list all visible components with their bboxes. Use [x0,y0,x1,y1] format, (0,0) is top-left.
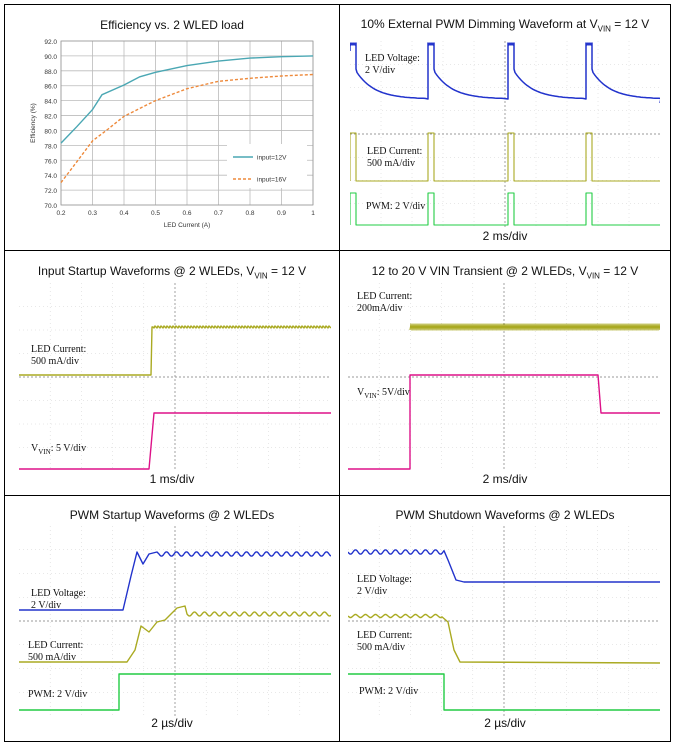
series-line-input-16v [60,73,314,184]
pwm-label: PWM: 2 V/div [359,686,419,697]
led-voltage-label: LED Voltage: 2 V/div [365,53,420,77]
panel-pwm-dimming: 10% External PWM Dimming Waveform at VVI… [339,4,671,251]
pwm-dimming-title: 10% External PWM Dimming Waveform at VVI… [360,17,650,34]
led-current-trace [19,605,331,663]
y-tick-label: 82.0 [44,114,57,121]
vin-transient-scope [348,283,660,471]
vin-transient-title: 12 to 20 V VIN Transient @ 2 WLEDs, VVIN… [371,264,639,281]
input-startup-title: Input Startup Waveforms @ 2 WLEDs, VVIN … [37,264,307,281]
scope-grid [348,283,660,471]
x-tick-label: 0.7 [214,210,223,217]
led-current-label: LED Current: 200mA/div [357,291,412,315]
panel-pwm-startup: PWM Startup Waveforms @ 2 WLEDs LED Volt… [4,495,340,742]
x-tick-label: 0.8 [245,210,254,217]
pwm-trace [19,673,331,711]
led-current-label: LED Current: 500 mA/div [357,630,412,654]
vin-trace [19,412,331,470]
scope-grid [348,526,660,716]
vin-transient-xlabel: 2 ms/div [482,472,528,486]
y-tick-label: 84.0 [44,99,57,106]
pwm-trace [350,192,660,226]
led-voltage-label-text: LED Voltage: 2 V/div [357,574,412,597]
series-line-input-12v [60,55,314,144]
y-tick-label: 76.0 [44,158,57,165]
y-tick-label: 90.0 [44,54,57,61]
panel-input-startup: Input Startup Waveforms @ 2 WLEDs, VVIN … [4,250,340,496]
led-voltage-label-text: LED Voltage: 2 V/div [365,53,420,76]
led-current-label-text: LED Current: 500 mA/div [28,640,84,663]
pwm-shutdown-xlabel: 2 µs/div [484,716,526,730]
pwm-dimming-xlabel: 2 ms/div [482,229,528,243]
panel-pwm-shutdown: PWM Shutdown Waveforms @ 2 WLEDs LED Vol… [339,495,671,742]
pwm-shutdown-title: PWM Shutdown Waveforms @ 2 WLEDs [395,508,615,522]
pwm-startup-title: PWM Startup Waveforms @ 2 WLEDs [69,508,275,522]
led-voltage-label: LED Voltage: 2 V/div [357,574,412,598]
pwm-label: PWM: 2 V/div [28,689,88,700]
y-tick-label: 86.0 [44,84,57,91]
pwm-dimming-scope [350,41,660,227]
led-current-label-text: LED Current: 500 mA/div [367,146,423,169]
x-tick-label: 0.5 [151,210,160,217]
pwm-label: PWM: 2 V/div [366,201,426,212]
legend-box [227,144,307,188]
led-voltage-trace [350,42,660,103]
led-current-label: LED Current: 500 mA/div [28,640,83,664]
led-current-trace [409,323,660,331]
pwm-startup-scope [19,526,331,716]
vin-label: VVIN: 5 V/div [31,443,87,456]
efficiency-title: Efficiency vs. 2 WLED load [100,18,244,32]
x-tick-label: 0.3 [88,210,97,217]
input-startup-xlabel: 1 ms/div [149,472,195,486]
led-voltage-label: LED Voltage: 2 V/div [31,588,86,612]
legend-label: input=12V [257,155,287,162]
led-voltage-label-text: LED Voltage: 2 V/div [31,588,86,611]
y-tick-label: 88.0 [44,69,57,76]
scope-grid [350,41,660,227]
plot-frame [60,40,314,206]
legend-label: input=16V [257,177,287,184]
led-voltage-trace [19,551,331,611]
scope-grid [19,283,331,471]
scope-grid [19,526,331,716]
x-tick-label: 0.9 [277,210,286,217]
y-tick-label: 74.0 [44,173,57,180]
led-current-label: LED Current: 500 mA/div [31,344,86,368]
led-current-trace [19,325,331,376]
x-tick-label: 0.6 [182,210,191,217]
pwm-shutdown-scope [348,526,660,716]
led-current-trace [348,613,660,664]
led-current-trace [350,132,660,182]
y-axis-label: Efficiency (%) [30,103,37,143]
y-tick-label: 80.0 [44,128,57,135]
y-tick-label: 70.0 [44,203,57,210]
x-axis-label: LED Current (A) [164,222,211,229]
y-tick-label: 92.0 [44,39,57,46]
input-startup-scope [19,283,331,471]
led-current-label-text: LED Current: 500 mA/div [31,344,87,367]
x-tick-label: 0.4 [119,210,128,217]
led-current-label-text: LED Current: 500 mA/div [357,630,413,653]
led-current-label: LED Current: 500 mA/div [367,146,422,170]
led-current-label-text: LED Current: 200mA/div [357,291,413,314]
panel-vin-transient: 12 to 20 V VIN Transient @ 2 WLEDs, VVIN… [339,250,671,496]
led-voltage-trace [348,549,660,583]
y-tick-label: 72.0 [44,188,57,195]
y-tick-label: 78.0 [44,143,57,150]
vin-trace [348,374,660,470]
panel-efficiency: Efficiency vs. 2 WLED load 70.0 72.0 74.0 7… [4,4,340,251]
pwm-trace [348,673,660,711]
x-tick-label: 0.2 [56,210,65,217]
vin-label: VVIN: 5V/div [357,387,410,400]
pwm-startup-xlabel: 2 µs/div [151,716,193,730]
efficiency-chart: 70.0 72.0 74.0 76.0 78.0 80.0 82.0 84.0 86.0 88.0… [30,39,315,229]
x-tick-label: 1 [311,210,315,217]
